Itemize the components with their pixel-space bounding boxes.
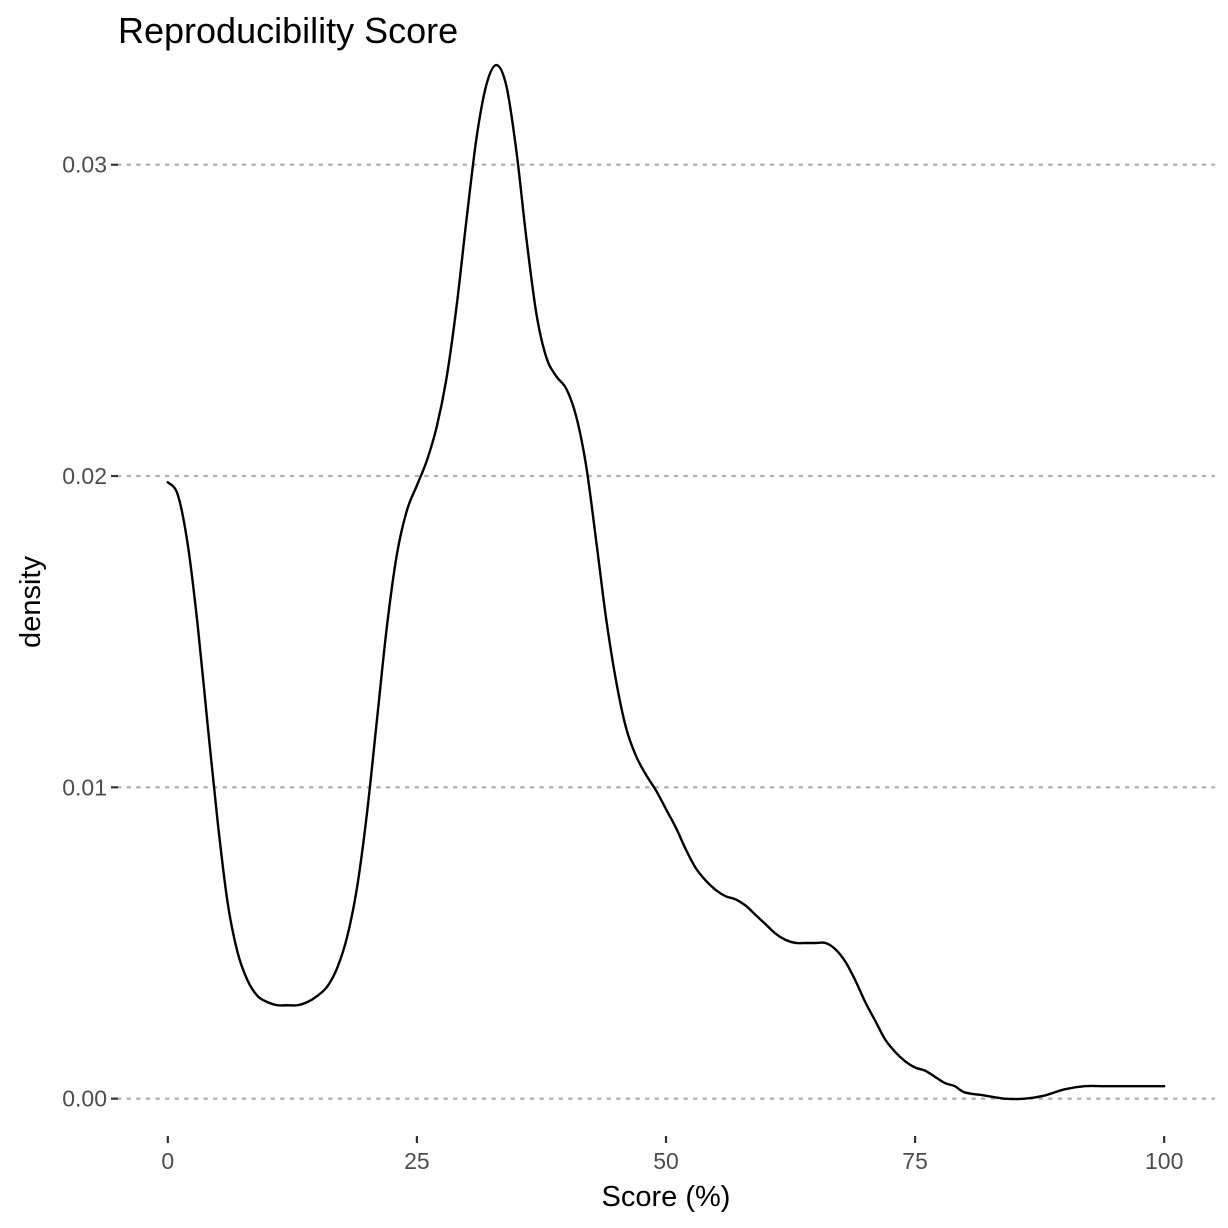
x-tick-label: 50 xyxy=(653,1148,679,1174)
x-axis-title: Score (%) xyxy=(602,1181,731,1213)
y-axis: 0.00 0.01 0.02 0.03 xyxy=(62,152,118,1112)
x-tick-label: 0 xyxy=(161,1148,174,1174)
density-curve xyxy=(166,63,1166,1101)
y-axis-title: density xyxy=(15,556,47,648)
x-tick-label: 75 xyxy=(902,1148,928,1174)
x-tick-label: 100 xyxy=(1145,1148,1183,1174)
x-tick-label: 25 xyxy=(404,1148,430,1174)
y-tick-label: 0.01 xyxy=(62,774,107,800)
y-tick-label: 0.00 xyxy=(62,1086,107,1112)
y-tick-label: 0.03 xyxy=(62,152,107,178)
y-tick-label: 0.02 xyxy=(62,463,107,489)
y-gridlines xyxy=(116,163,1216,1100)
chart-title: Reproducibility Score xyxy=(118,10,458,51)
x-axis: 0 25 50 75 100 xyxy=(161,1136,1183,1174)
